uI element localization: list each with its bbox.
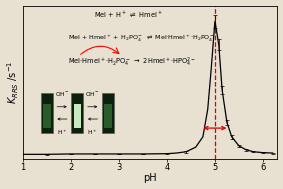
Bar xyxy=(104,104,112,128)
Text: OH$^-$: OH$^-$ xyxy=(85,90,100,98)
FancyBboxPatch shape xyxy=(102,93,114,133)
Text: OH$^-$: OH$^-$ xyxy=(55,90,70,98)
Text: Mel + H$^+$ $\rightleftharpoons$ Hmel$^+$: Mel + H$^+$ $\rightleftharpoons$ Hmel$^+… xyxy=(94,10,162,19)
Text: H$^+$: H$^+$ xyxy=(87,128,98,137)
FancyBboxPatch shape xyxy=(41,93,53,133)
Text: H$^+$: H$^+$ xyxy=(57,128,67,137)
FancyBboxPatch shape xyxy=(71,93,83,133)
Text: Mel + Hmel$^+$ + H$_2$PO$_4^-$ $\rightleftharpoons$ Mel$\cdot$Hmel$^+$$\cdot$H$_: Mel + Hmel$^+$ + H$_2$PO$_4^-$ $\rightle… xyxy=(68,33,216,43)
Bar xyxy=(74,104,81,128)
X-axis label: pH: pH xyxy=(143,174,157,184)
Text: Mel$\cdot$Hmel$^+$$\cdot$H$_2$PO$_4^-$ $\rightarrow$ 2Hmel$^+$$\cdot$HPO$_4^{2-}: Mel$\cdot$Hmel$^+$$\cdot$H$_2$PO$_4^-$ $… xyxy=(68,56,196,69)
Bar xyxy=(43,104,51,128)
Y-axis label: $K_{RRS}$ /s$^{-1}$: $K_{RRS}$ /s$^{-1}$ xyxy=(6,60,21,104)
